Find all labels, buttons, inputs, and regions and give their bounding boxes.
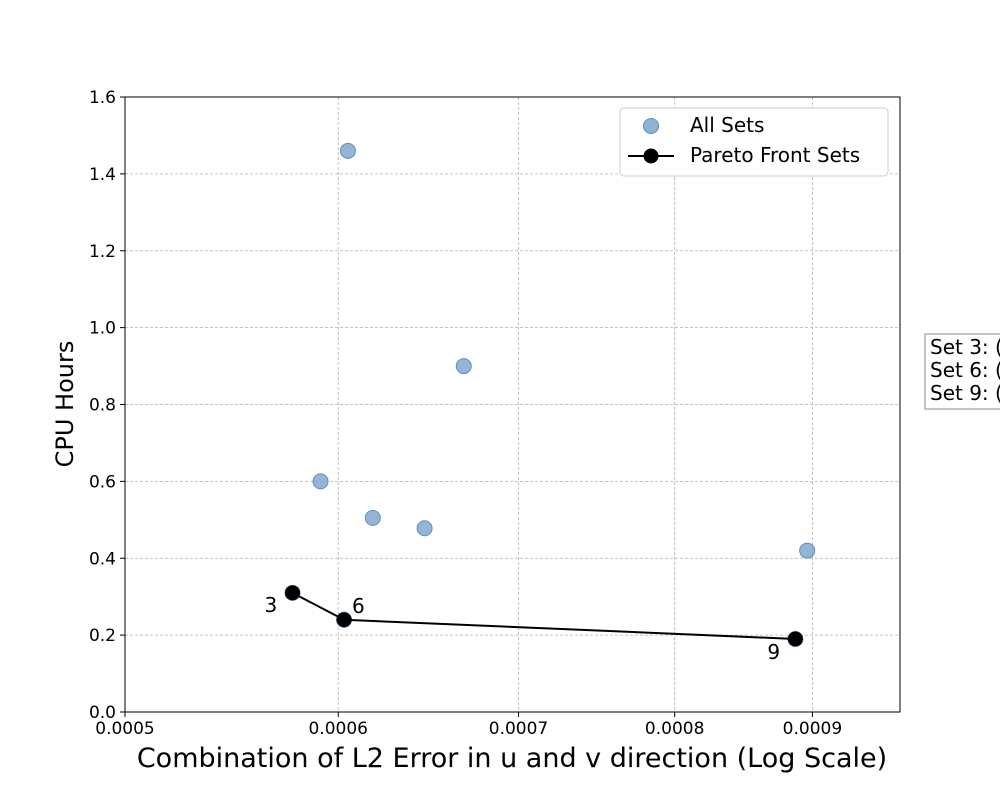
y-tick-label: 1.0: [89, 319, 116, 339]
y-axis-title: CPU Hours: [51, 341, 79, 468]
y-tick-label: 0.2: [89, 626, 116, 646]
pareto-point: [285, 585, 301, 601]
x-tick-label: 0.0009: [783, 719, 842, 739]
data-marks: 3 6 9: [265, 142, 816, 664]
x-tick-label: 0.0008: [645, 719, 704, 739]
x-axis-title: Combination of L2 Error in u and v direc…: [137, 743, 887, 774]
pareto-point-label: 3: [265, 593, 278, 617]
pareto-point: [787, 631, 803, 647]
scatter-point-all-sets: [455, 358, 472, 375]
x-axis: 0.0005 0.0006 0.0007 0.0008 0.0009: [95, 712, 842, 739]
side-note-line-2: Set 6: (: [930, 358, 1000, 382]
side-note-box: [924, 333, 1000, 410]
x-tick-label: 0.0006: [308, 719, 367, 739]
y-tick-label: 0.0: [89, 703, 116, 723]
pareto-point-label: 9: [767, 640, 780, 664]
legend-box: [619, 107, 889, 177]
y-tick-label: 0.4: [89, 549, 116, 569]
legend-label-all-sets: All Sets: [690, 113, 764, 137]
side-note-line-3: Set 9: (: [930, 381, 1000, 405]
legend: All Sets Pareto Front Sets: [619, 107, 889, 177]
side-note: Set 3: ( Set 6: ( Set 9: (: [924, 333, 1000, 410]
y-tick-label: 1.6: [89, 88, 116, 108]
y-axis: 0.0 0.2 0.4 0.6 0.8 1.0 1.2 1.4 1.6: [89, 88, 125, 723]
y-tick-label: 0.6: [89, 472, 116, 492]
legend-marker-all-sets: [643, 118, 659, 134]
legend-marker-pareto: [643, 148, 659, 164]
plot-frame: [124, 96, 901, 713]
legend-label-pareto: Pareto Front Sets: [690, 143, 860, 167]
pareto-point: [336, 612, 352, 628]
scatter-point-all-sets: [799, 542, 816, 559]
scatter-point-all-sets: [364, 509, 381, 526]
pareto-point-label: 6: [352, 594, 365, 618]
x-tick-label: 0.0005: [95, 719, 154, 739]
y-tick-label: 1.2: [89, 242, 116, 262]
y-tick-label: 0.8: [89, 396, 116, 416]
x-tick-label: 0.0007: [489, 719, 548, 739]
scatter-point-all-sets: [312, 473, 329, 490]
y-tick-label: 1.4: [89, 165, 116, 185]
scatter-point-all-sets: [416, 520, 433, 537]
scatter-point-all-sets: [339, 142, 356, 159]
side-note-line-1: Set 3: (: [930, 335, 1000, 359]
